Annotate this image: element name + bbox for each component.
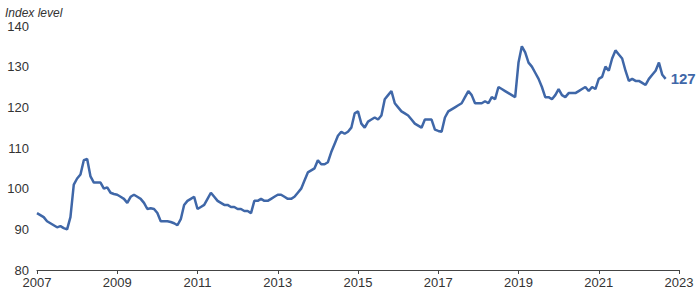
svg-text:2019: 2019 (504, 275, 533, 290)
svg-text:130: 130 (7, 59, 29, 74)
svg-text:140: 140 (7, 19, 29, 34)
svg-text:80: 80 (14, 262, 29, 278)
svg-text:2023: 2023 (665, 275, 694, 290)
svg-text:120: 120 (7, 100, 29, 115)
svg-text:2009: 2009 (103, 275, 132, 290)
svg-text:2021: 2021 (584, 275, 613, 290)
svg-text:2013: 2013 (263, 275, 292, 290)
svg-text:2011: 2011 (184, 275, 212, 290)
svg-text:90: 90 (15, 222, 29, 237)
svg-text:2007: 2007 (23, 275, 52, 290)
svg-text:127: 127 (671, 70, 696, 87)
svg-text:100: 100 (7, 181, 29, 196)
svg-text:110: 110 (8, 141, 29, 156)
svg-text:2015: 2015 (344, 275, 373, 290)
svg-text:2017: 2017 (424, 275, 453, 290)
svg-text:Index level: Index level (5, 6, 63, 20)
